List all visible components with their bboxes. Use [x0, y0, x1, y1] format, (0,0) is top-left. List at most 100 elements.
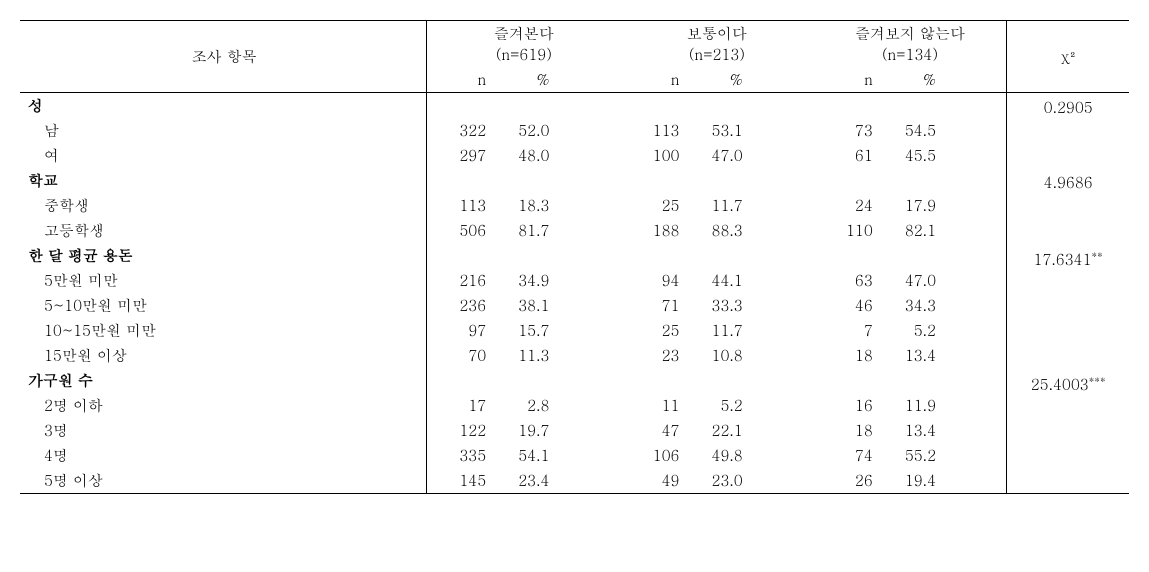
significance-stars: *** [1089, 372, 1106, 388]
row-label: 10~15만원 미만 [20, 318, 427, 343]
table-cell [814, 243, 885, 268]
table-cell [620, 368, 691, 393]
table-cell: 16 [814, 393, 885, 418]
table-cell: 15.7 [498, 318, 569, 343]
table-cell: 18 [814, 343, 885, 368]
table-cell: 18.3 [498, 193, 569, 218]
table-spacer [569, 393, 620, 418]
table-spacer [569, 243, 620, 268]
table-cell: 44.1 [691, 268, 762, 293]
table-cell: 46 [814, 293, 885, 318]
table-cell [620, 168, 691, 193]
header-chi: χ² [1007, 21, 1129, 93]
table-spacer [763, 118, 814, 143]
table-spacer [763, 193, 814, 218]
table-spacer [763, 468, 814, 494]
table-cell: 54.5 [885, 118, 956, 143]
significance-stars: ** [1092, 247, 1103, 263]
header-pct-0: % [498, 67, 569, 93]
table-cell: 54.1 [498, 443, 569, 468]
table-spacer [569, 293, 620, 318]
table-cell: 335 [427, 443, 498, 468]
table-cell: 73 [814, 118, 885, 143]
table-cell [498, 243, 569, 268]
header-spacer-1 [763, 67, 814, 93]
table-cell: 70 [427, 343, 498, 368]
header-group-2: 즐겨보지 않는다(n=134) [814, 21, 1007, 68]
table-spacer [956, 168, 1007, 193]
table-spacer [569, 268, 620, 293]
table-cell: 81.7 [498, 218, 569, 243]
table-cell: 17.9 [885, 193, 956, 218]
table-spacer [956, 218, 1007, 243]
row-label: 중학생 [20, 193, 427, 218]
table-cell: 122 [427, 418, 498, 443]
table-cell: 33.3 [691, 293, 762, 318]
table-cell: 7 [814, 318, 885, 343]
table-cell: 23.4 [498, 468, 569, 494]
table-cell: 506 [427, 218, 498, 243]
table-body: 성0.2905남32252.011353.17354.5여29748.01004… [20, 93, 1129, 494]
table-cell: 216 [427, 268, 498, 293]
table-spacer [569, 93, 620, 119]
section-label: 가구원 수 [20, 368, 427, 393]
table-cell: 113 [620, 118, 691, 143]
table-spacer [763, 318, 814, 343]
table-cell [427, 168, 498, 193]
table-spacer [763, 143, 814, 168]
table-spacer [956, 343, 1007, 368]
table-cell [885, 168, 956, 193]
table-cell [691, 93, 762, 119]
table-cell: 11.9 [885, 393, 956, 418]
table-cell: 53.1 [691, 118, 762, 143]
row-label: 남 [20, 118, 427, 143]
table-spacer [763, 443, 814, 468]
table-spacer [569, 218, 620, 243]
table-spacer [956, 193, 1007, 218]
table-cell: 52.0 [498, 118, 569, 143]
table-cell: 23.0 [691, 468, 762, 494]
table-cell: 55.2 [885, 443, 956, 468]
table-cell: 11 [620, 393, 691, 418]
table-cell: 100 [620, 143, 691, 168]
header-label: 조사 항목 [20, 21, 427, 93]
header-spacer-2 [956, 67, 1007, 93]
table-spacer [956, 418, 1007, 443]
table-cell: 106 [620, 443, 691, 468]
table-spacer [956, 468, 1007, 494]
table-spacer [956, 93, 1007, 119]
table-cell [427, 368, 498, 393]
data-table: 조사 항목 즐겨본다(n=619) 보통이다(n=213) 즐겨보지 않는다(n… [20, 20, 1129, 494]
table-spacer [763, 243, 814, 268]
table-spacer [763, 93, 814, 119]
table-cell: 188 [620, 218, 691, 243]
header-group-0: 즐겨본다(n=619) [427, 21, 620, 68]
table-cell [498, 368, 569, 393]
table-cell: 48.0 [498, 143, 569, 168]
table-cell: 297 [427, 143, 498, 168]
table-cell: 145 [427, 468, 498, 494]
table-spacer [956, 243, 1007, 268]
table-cell: 19.4 [885, 468, 956, 494]
table-cell: 19.7 [498, 418, 569, 443]
table-spacer [569, 418, 620, 443]
table-spacer [956, 443, 1007, 468]
row-label: 2명 이하 [20, 393, 427, 418]
table-spacer [763, 418, 814, 443]
table-spacer [763, 368, 814, 393]
table-spacer [569, 318, 620, 343]
table-spacer [956, 143, 1007, 168]
table-spacer [763, 218, 814, 243]
table-cell: 74 [814, 443, 885, 468]
table-spacer [569, 468, 620, 494]
table-cell: 2.8 [498, 393, 569, 418]
table-spacer [763, 268, 814, 293]
table-cell: 45.5 [885, 143, 956, 168]
table-cell: 5.2 [691, 393, 762, 418]
table-cell: 17 [427, 393, 498, 418]
table-cell: 11.7 [691, 193, 762, 218]
table-cell [885, 243, 956, 268]
table-cell: 82.1 [885, 218, 956, 243]
table-cell: 10.8 [691, 343, 762, 368]
table-spacer [569, 143, 620, 168]
